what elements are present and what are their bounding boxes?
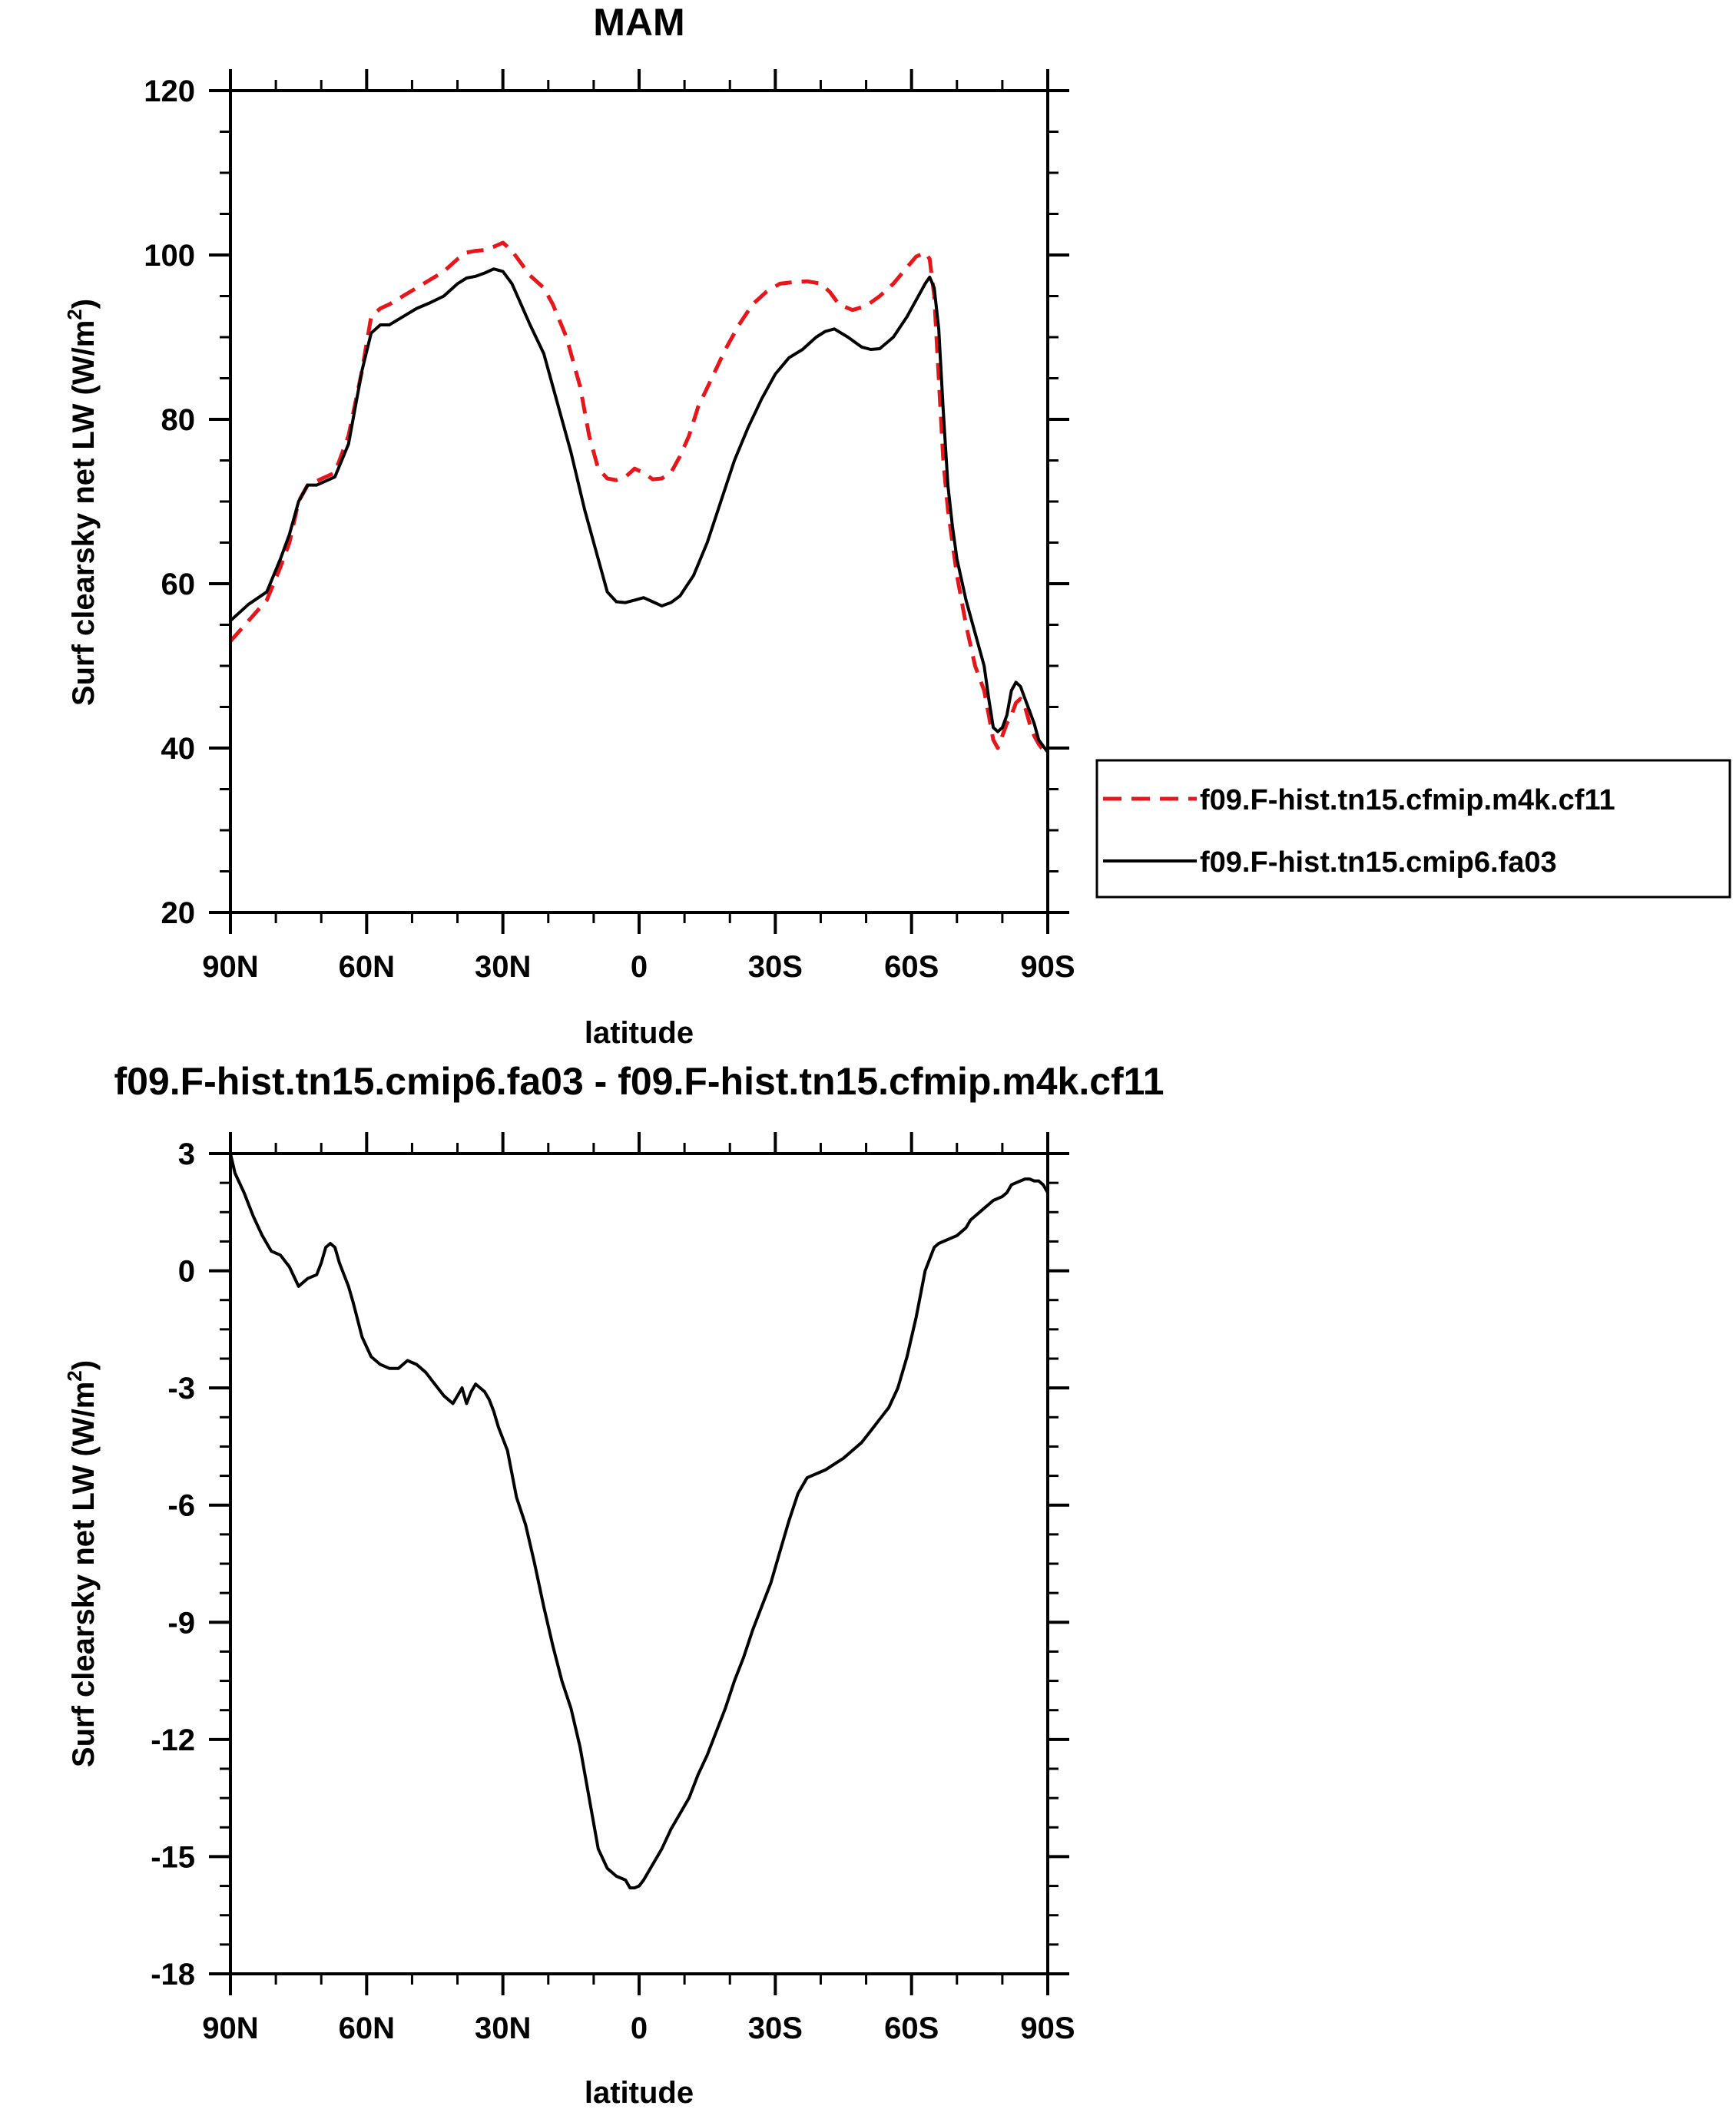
y-tick-label: -12 [151, 1723, 195, 1757]
plot-frame-top [229, 89, 1049, 914]
y-axis-label-top-close: ) [67, 299, 101, 309]
series-group-top [229, 240, 1050, 758]
major-ticks-top [209, 69, 1069, 934]
legend: f09.F-hist.tn15.cfmip.m4k.cf11 f09.F-his… [1095, 759, 1731, 899]
series-group-bottom [229, 1152, 1049, 1890]
y-tick-label: 0 [178, 1255, 195, 1289]
y-tick-label: -3 [167, 1372, 195, 1405]
y-tick-label: 40 [161, 732, 196, 766]
x-axis-label-top: latitude [585, 1016, 694, 1050]
y-tick-label: 120 [144, 74, 195, 108]
legend-box [1095, 759, 1731, 899]
x-tick-label: 30N [475, 2011, 531, 2045]
y-axis-label-bottom: Surf clearsky net LW (W/m2) [63, 1360, 101, 1767]
y-tick-label: -6 [167, 1489, 195, 1523]
x-tick-label: 0 [631, 950, 648, 984]
chart-title-top: MAM [593, 1, 684, 44]
y-tick-label: 100 [144, 239, 195, 273]
x-tick-label: 30S [748, 950, 803, 984]
series-line-cfmip [229, 240, 1050, 758]
minor-ticks-bottom [220, 1143, 1058, 1985]
x-tick-label: 30N [475, 950, 531, 984]
series-line-difference [229, 1152, 1049, 1890]
y-tick-label: -15 [151, 1840, 195, 1874]
x-tick-label: 60S [884, 950, 939, 984]
plot-frame-bottom [229, 1152, 1049, 1975]
x-tick-label: 60N [339, 950, 395, 984]
x-tick-label: 30S [748, 2011, 803, 2045]
y-axis-label-bottom-text: Surf clearsky net LW (W/m [67, 1382, 101, 1767]
legend-label-cmip6: f09.F-hist.tn15.cmip6.fa03 [1200, 846, 1557, 879]
y-tick-label: 60 [161, 568, 196, 601]
series-line-cmip6 [229, 267, 1049, 754]
y-axis-label-bottom-close: ) [67, 1360, 101, 1370]
chart-panel-top: MAM 20 40 60 80 100 120 90N 60N 30N 0 30S 60S 90S l… [63, 1, 1731, 1050]
x-tick-labels-bottom: 90N 60N 30N 0 30S 60S 90S [202, 2011, 1075, 2045]
x-tick-label: 90N [202, 950, 258, 984]
y-tick-labels-bottom: -18 -15 -12 -9 -6 -3 0 3 [151, 1137, 195, 1991]
minor-ticks-top [220, 80, 1058, 923]
chart-panel-bottom: f09.F-hist.tn15.cmip6.fa03 - f09.F-hist.… [63, 1060, 1165, 2109]
x-axis-label-bottom: latitude [585, 2076, 694, 2109]
x-tick-label: 60S [884, 2011, 939, 2045]
y-axis-label-top: Surf clearsky net LW (W/m2) [63, 299, 101, 706]
x-tick-labels-top: 90N 60N 30N 0 30S 60S 90S [202, 950, 1075, 984]
y-tick-label: 3 [178, 1137, 195, 1171]
y-axis-label-bottom-superscript: 2 [63, 1370, 86, 1381]
x-tick-label: 60N [339, 2011, 395, 2045]
y-tick-labels-top: 20 40 60 80 100 120 [144, 74, 195, 930]
chart-title-bottom: f09.F-hist.tn15.cmip6.fa03 - f09.F-hist.… [114, 1060, 1164, 1103]
y-axis-label-top-superscript: 2 [63, 309, 86, 319]
y-tick-label: 80 [161, 403, 196, 437]
x-tick-label: 0 [631, 2011, 648, 2045]
legend-label-cfmip: f09.F-hist.tn15.cfmip.m4k.cf11 [1200, 784, 1615, 816]
x-tick-label: 90S [1020, 950, 1075, 984]
y-tick-label: -18 [151, 1958, 195, 1991]
x-tick-label: 90N [202, 2011, 258, 2045]
y-axis-label-top-text: Surf clearsky net LW (W/m [67, 320, 101, 706]
major-ticks-bottom [209, 1132, 1069, 1995]
y-tick-label: 20 [161, 896, 196, 930]
x-tick-label: 90S [1020, 2011, 1075, 2045]
y-tick-label: -9 [167, 1606, 195, 1640]
